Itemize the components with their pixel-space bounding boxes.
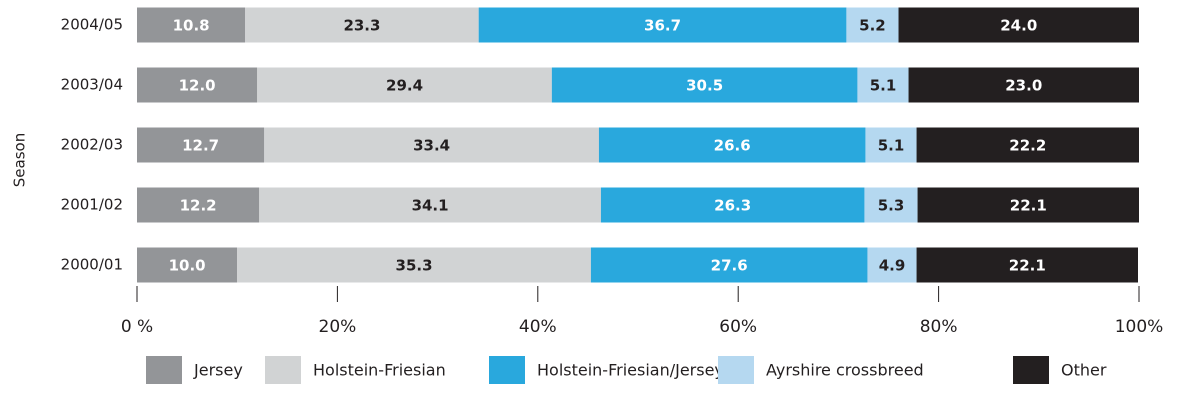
x-tick-label: 80% xyxy=(920,317,958,337)
value-label: 33.4 xyxy=(413,137,450,155)
bar-segment xyxy=(865,127,917,163)
legend-swatch xyxy=(146,356,182,384)
value-label: 26.3 xyxy=(714,197,751,215)
bar-segment xyxy=(916,247,1138,283)
value-label: 34.1 xyxy=(412,197,449,215)
legend-label: Other xyxy=(1061,361,1107,380)
bar-segment xyxy=(600,187,865,223)
y-tick-label: 2003/04 xyxy=(61,76,123,94)
legend-label: Holstein-Friesian xyxy=(313,361,446,380)
bar-segment xyxy=(867,247,917,283)
bar-segment xyxy=(908,67,1139,103)
value-label: 5.1 xyxy=(878,137,905,155)
bar-segment xyxy=(137,187,260,223)
bar-segment xyxy=(264,127,599,163)
value-label: 10.8 xyxy=(173,17,210,35)
value-label: 22.1 xyxy=(1009,257,1046,275)
value-label: 24.0 xyxy=(1000,17,1037,35)
value-label: 12.7 xyxy=(182,137,219,155)
x-tick-label: 0 % xyxy=(121,317,153,337)
y-tick-label: 2004/05 xyxy=(61,16,123,34)
value-label: 23.3 xyxy=(343,17,380,35)
bar-segment xyxy=(137,127,265,163)
legend-swatch xyxy=(1013,356,1049,384)
value-label: 35.3 xyxy=(396,257,433,275)
legend-label: Ayrshire crossbreed xyxy=(766,361,924,380)
bar-segment xyxy=(598,127,866,163)
value-label: 36.7 xyxy=(644,17,681,35)
legend-swatch xyxy=(718,356,754,384)
y-tick-label: 2002/03 xyxy=(61,136,123,154)
bar-segment xyxy=(245,7,479,43)
x-tick-label: 40% xyxy=(519,317,557,337)
legend-swatch xyxy=(489,356,525,384)
bar-segment xyxy=(137,7,246,43)
value-label: 5.3 xyxy=(878,197,905,215)
bar-segment xyxy=(916,127,1139,163)
legend-swatch xyxy=(265,356,301,384)
bar-segment xyxy=(137,247,238,283)
bar-segment xyxy=(917,187,1139,223)
value-label: 29.4 xyxy=(386,77,423,95)
bar-segment xyxy=(590,247,868,283)
value-label: 22.2 xyxy=(1009,137,1046,155)
value-label: 23.0 xyxy=(1005,77,1042,95)
value-label: 12.0 xyxy=(179,77,216,95)
value-label: 4.9 xyxy=(879,257,906,275)
value-label: 5.1 xyxy=(870,77,897,95)
bar-segment xyxy=(259,187,601,223)
x-tick-label: 100% xyxy=(1115,317,1164,337)
bar-segment xyxy=(898,7,1139,43)
bar-segment xyxy=(237,247,591,283)
x-tick-label: 20% xyxy=(319,317,357,337)
bar-segment xyxy=(551,67,858,103)
value-label: 27.6 xyxy=(711,257,748,275)
bar-segment xyxy=(257,67,552,103)
bar-segment xyxy=(846,7,899,43)
bar-segment xyxy=(864,187,918,223)
y-tick-label: 2000/01 xyxy=(61,256,123,274)
value-label: 5.2 xyxy=(859,17,886,35)
value-label: 26.6 xyxy=(714,137,751,155)
bar-segment xyxy=(857,67,909,103)
value-label: 12.2 xyxy=(180,197,217,215)
bar-segment xyxy=(137,67,258,103)
y-axis-label: Season xyxy=(11,133,29,187)
legend-label: Jersey xyxy=(193,361,243,380)
legend-label: Holstein-Friesian/Jersey xyxy=(537,361,724,380)
y-tick-label: 2001/02 xyxy=(61,196,123,214)
value-label: 22.1 xyxy=(1010,197,1047,215)
value-label: 30.5 xyxy=(686,77,723,95)
bar-segment xyxy=(478,7,847,43)
x-tick-label: 60% xyxy=(719,317,757,337)
value-label: 10.0 xyxy=(169,257,206,275)
